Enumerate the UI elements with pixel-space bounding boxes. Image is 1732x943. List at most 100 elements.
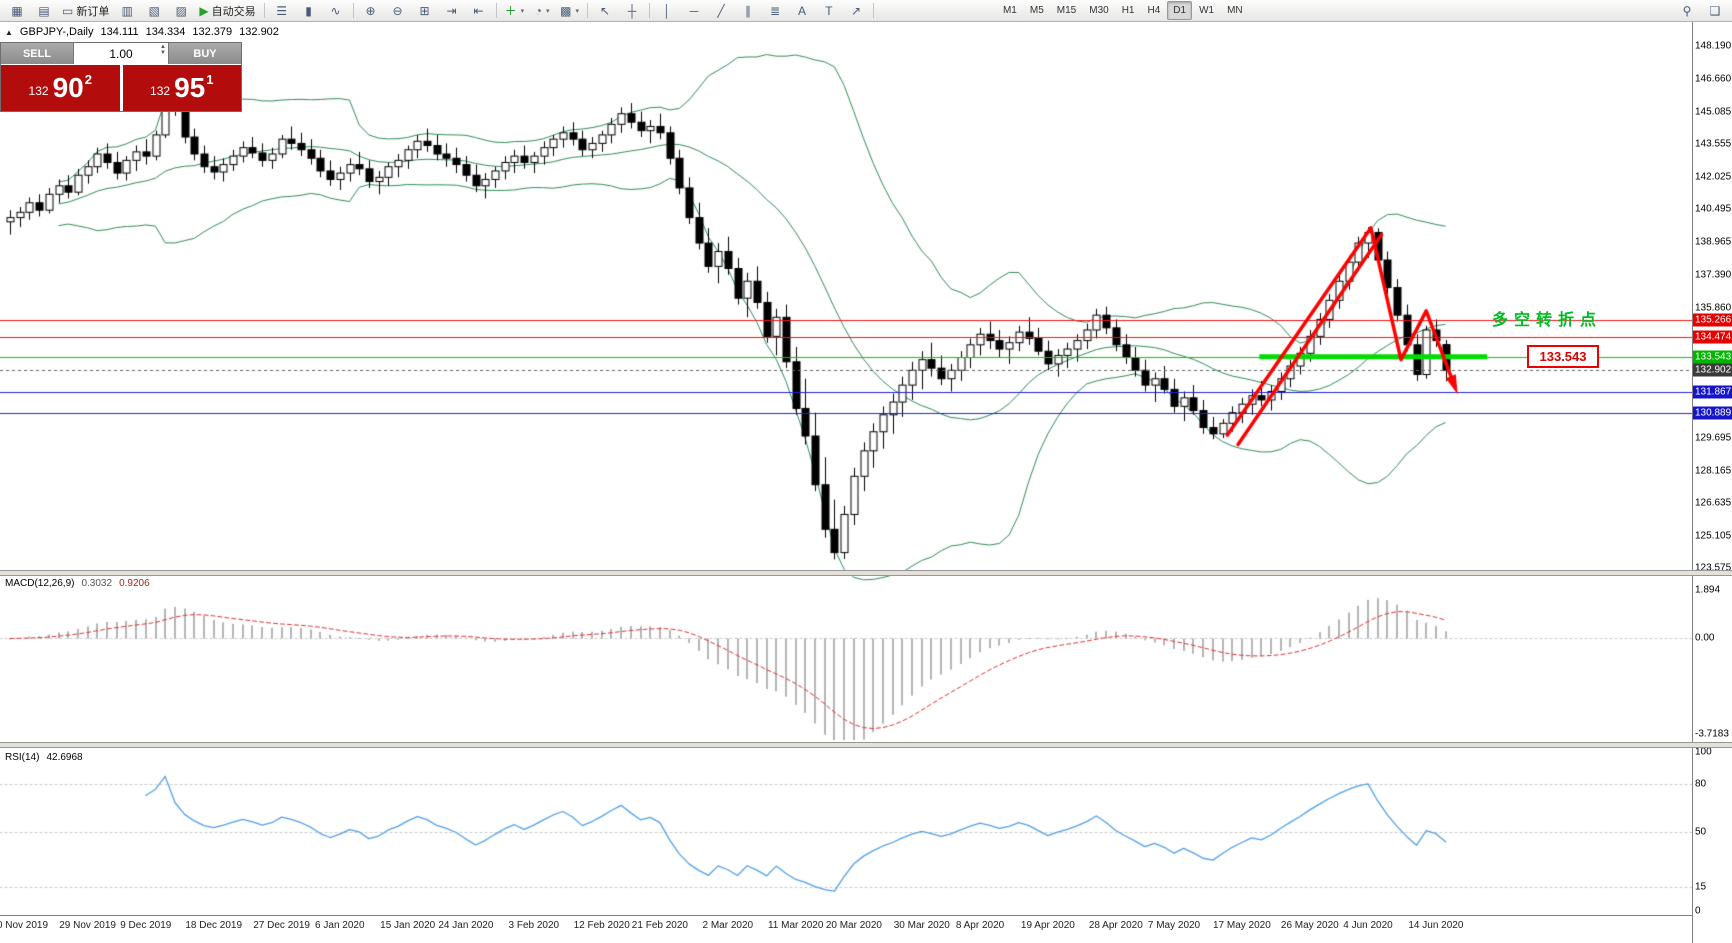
autotrading-icon: ▶ [199, 3, 209, 18]
x-axis-date-label: 18 Dec 2019 [185, 920, 243, 931]
autotrading-button[interactable]: ▶ 自动交易 [195, 1, 259, 21]
macd-axis-tick: 1.894 [1695, 584, 1721, 596]
terminal-icon[interactable]: ▧ [141, 1, 167, 21]
indicators-icon[interactable]: ＋ ▾ [501, 1, 529, 21]
chevron-down-icon: ▾ [545, 7, 550, 15]
chart-shift-icon: ⇤ [473, 3, 484, 18]
tile-windows-icon[interactable]: ⊞ [412, 1, 438, 21]
timeframe-mn[interactable]: MN [1227, 5, 1243, 16]
x-axis-date-label: 3 Feb 2020 [508, 920, 560, 931]
zoom-in-icon: ⊕ [365, 3, 376, 18]
cursor-icon: ↖ [599, 3, 610, 18]
horizontal-line-icon: ─ [689, 3, 699, 18]
timeframe-h4[interactable]: H4 [1147, 5, 1161, 16]
periods-icon[interactable]: ◔ ▾ [529, 1, 555, 21]
y-axis-tick: 140.495 [1695, 203, 1732, 215]
x-axis-date-label: 2 Mar 2020 [702, 920, 754, 931]
equidistant-channel-icon[interactable]: ∥ [735, 1, 761, 21]
x-axis-date-label: 27 Dec 2019 [253, 920, 310, 931]
toolbar-separator [352, 3, 354, 18]
symbol-info: ▲ GBPJPY-,Daily 134.111 134.334 132.379 … [5, 26, 279, 38]
timeframe-m5[interactable]: M5 [1029, 5, 1044, 16]
timeframe-m15[interactable]: M15 [1056, 5, 1077, 16]
crosshair-icon[interactable]: ┼ [619, 1, 645, 21]
y-axis[interactable]: 148.190 146.660 145.085 143.555 142.025 140.4… [1692, 22, 1732, 943]
arrows-icon[interactable]: ↗ [843, 1, 869, 21]
market-watch-icon[interactable]: ▦ [4, 1, 30, 21]
rsi-axis-tick: 15 [1695, 881, 1707, 893]
timeframe-w1[interactable]: W1 [1199, 5, 1215, 16]
sell-button[interactable]: SELL [1, 43, 73, 64]
x-axis-date-label: 12 Feb 2020 [573, 920, 630, 931]
chart-shift-icon[interactable]: ⇤ [466, 1, 492, 21]
candlestick-chart-icon[interactable]: ▮ [296, 1, 322, 21]
timeframe-h1[interactable]: H1 [1121, 5, 1135, 16]
zoom-out-icon[interactable]: ⊖ [385, 1, 411, 21]
timeframe-m1[interactable]: M1 [1002, 5, 1017, 16]
toolbar-separator [872, 3, 874, 18]
x-axis-date-label: 19 Apr 2020 [1020, 920, 1075, 931]
text-icon[interactable]: A [789, 1, 815, 21]
horizontal-line-icon[interactable]: ─ [681, 1, 707, 21]
label-icon: T [825, 3, 833, 18]
toolbar-separator [648, 3, 650, 18]
data-window-icon[interactable]: ▤ [31, 1, 57, 21]
line-chart-icon[interactable]: ∿ [323, 1, 349, 21]
toolbar: ▦ ▤ ▭ 新订单 ▥ ▧ ▨ ▶ 自动交易 ☰ ▮ ∿ ⊕ ⊖ ⊞ ⇥ ⇤ ＋ ▾ ◔ ▾ ▩ ▾ ↖ ┼ │ ─ ╱ ∥ ≣ A T ↗ M… [0, 0, 1732, 22]
text-icon: A [797, 3, 806, 18]
panel-divider-1[interactable] [0, 570, 1732, 576]
x-axis-date-label: 30 Mar 2020 [893, 920, 950, 931]
navigator-icon[interactable]: ▥ [114, 1, 140, 21]
trendline-icon: ╱ [717, 3, 725, 18]
macd-main-value: 0.3032 [81, 578, 113, 589]
timeframe-d1[interactable]: D1 [1167, 1, 1193, 20]
label-icon[interactable]: T [816, 1, 842, 21]
timeframe-toolbar: M1 M5 M15 M30 H1 H4 D1 W1 MN [997, 1, 1249, 20]
fibonacci-icon[interactable]: ≣ [762, 1, 788, 21]
buy-button[interactable]: BUY [169, 43, 241, 64]
new-order-icon: ▭ [62, 3, 74, 18]
templates-icon[interactable]: ▩ ▾ [556, 1, 583, 21]
timeframe-m30[interactable]: M30 [1089, 5, 1109, 16]
sell-price-button[interactable]: 132 90 2 [1, 65, 120, 111]
search-icon: ⚲ [1682, 3, 1692, 18]
volume-input[interactable]: 1.00 ▲ ▼ [73, 43, 169, 64]
price-line-label: 135.266 [1693, 313, 1732, 327]
chevron-down-icon: ▾ [520, 7, 525, 15]
ask-sup: 1 [206, 71, 214, 87]
y-axis-tick: 123.575 [1695, 562, 1732, 574]
trendline-icon[interactable]: ╱ [708, 1, 734, 21]
cursor-icon[interactable]: ↖ [592, 1, 618, 21]
high-value: 134.334 [145, 26, 186, 38]
turning-point-annotation: 多空转折点 [1492, 312, 1603, 329]
auto-scroll-icon[interactable]: ⇥ [439, 1, 465, 21]
rsi-axis-tick: 50 [1695, 826, 1707, 837]
chat-icon[interactable]: ❑ [1702, 1, 1728, 21]
x-axis-labels[interactable]: 20 Nov 2019 29 Nov 2019 9 Dec 2019 18 Dec 2… [0, 918, 1692, 934]
arrows-icon: ↗ [850, 3, 861, 18]
trade-panel-header: SELL 1.00 ▲ ▼ BUY [1, 43, 241, 64]
x-axis-separator [0, 915, 1692, 916]
volume-spinner[interactable]: ▲ ▼ [160, 44, 166, 56]
strategy-tester-icon[interactable]: ▨ [168, 1, 194, 21]
panel-divider-2[interactable] [0, 742, 1732, 748]
search-icon[interactable]: ⚲ [1674, 1, 1700, 21]
vertical-line-icon[interactable]: │ [654, 1, 680, 21]
low-value: 132.379 [192, 26, 233, 38]
bar-chart-icon[interactable]: ☰ [269, 1, 295, 21]
line-chart-icon: ∿ [330, 3, 341, 18]
buy-price-button[interactable]: 132 95 1 [122, 65, 241, 111]
volume-value: 1.00 [109, 46, 133, 61]
macd-axis-tick: -3.7183 [1695, 728, 1729, 740]
new-order-button[interactable]: ▭ 新订单 [58, 1, 113, 21]
zoom-in-icon[interactable]: ⊕ [358, 1, 384, 21]
ask-big: 95 [174, 72, 206, 103]
y-axis-tick: 129.695 [1695, 432, 1732, 444]
chart-marker-icon: ▲ [5, 27, 13, 37]
y-axis-tick: 145.085 [1695, 106, 1732, 118]
y-axis-tick: 138.965 [1695, 236, 1732, 248]
toolbar-left: ▦ ▤ ▭ 新订单 ▥ ▧ ▨ ▶ 自动交易 ☰ ▮ ∿ ⊕ ⊖ ⊞ ⇥ ⇤ ＋ ▾ ◔ ▾ ▩ ▾ ↖ ┼ │ ─ ╱ ∥ ≣ A T ↗ [4, 1, 877, 21]
new-order-button-label: 新订单 [76, 5, 110, 18]
